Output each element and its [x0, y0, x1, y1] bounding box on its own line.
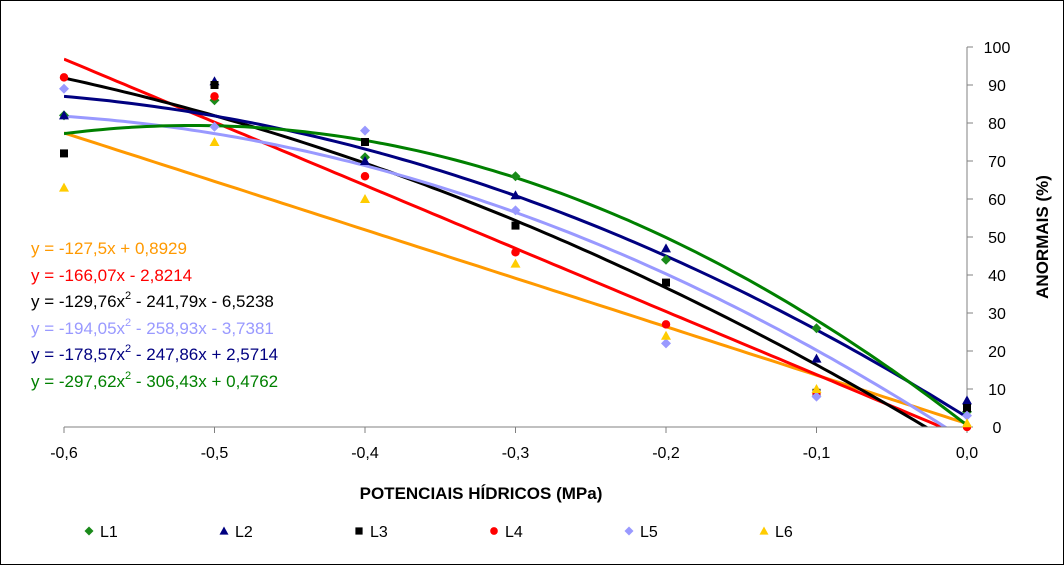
equation-exponent: 2: [125, 290, 131, 302]
data-point-l3: [511, 221, 520, 230]
legend-label-l5: L5: [640, 524, 658, 541]
x-tick-label: -0,4: [351, 445, 379, 462]
y-tick-label: 40: [988, 268, 1006, 285]
x-tick-label: -0,3: [502, 445, 530, 462]
data-point-l5: [811, 391, 822, 402]
y-tick-label: 10: [988, 382, 1006, 399]
equation-text: - 241,79x - 6,5238: [131, 292, 274, 311]
x-tick-label: 0,0: [956, 445, 978, 462]
axes: -0,6 -0,5 -0,4 -0,3 -0,2 -0,1 0,0 0 10 20 30 40 50 60…: [50, 40, 1010, 462]
data-point-l6: [360, 194, 370, 203]
legend-marker-l3: [355, 527, 363, 535]
equation-l2: y = -178,57x2 - 247,86x + 2,5714: [31, 343, 278, 364]
x-tick-label: -0,1: [803, 445, 831, 462]
x-tick-label: -0,2: [652, 445, 680, 462]
y-tick-label: 80: [988, 116, 1006, 133]
data-point-l1: [811, 323, 822, 334]
equation-text: y = -127,5x + 0,8929: [31, 239, 187, 258]
data-point-l6: [209, 137, 220, 146]
equation-text: y = -129,76x: [31, 292, 126, 311]
equation-text: - 258,93x - 3,7381: [131, 319, 274, 338]
equation-l4: y = -166,07x - 2,8214: [31, 266, 192, 285]
legend-label-l3: L3: [370, 524, 388, 541]
data-point-l6: [510, 258, 521, 268]
y-tick-label: 0: [993, 420, 1002, 437]
equation-exponent: 2: [125, 317, 131, 329]
data-point-l2: [510, 190, 521, 200]
data-point-l4: [511, 247, 520, 257]
data-point-l4: [360, 171, 370, 181]
equation-text: y = -194,05x: [31, 319, 126, 338]
equation-text: - 306,43x + 0,4762: [131, 372, 278, 391]
data-point-l2: [661, 243, 671, 253]
data-point-l5: [59, 83, 69, 94]
legend-label-l1: L1: [100, 524, 118, 541]
data-point-l5: [962, 410, 972, 421]
trendline-equations: y = -127,5x + 0,8929 y = -166,07x - 2,821…: [31, 239, 278, 391]
equation-l1: y = -297,62x2 - 306,43x + 0,4762: [31, 370, 278, 391]
legend-marker-l2: [219, 526, 229, 535]
data-point-l4: [59, 73, 69, 82]
data-point-l2: [360, 156, 370, 165]
data-point-l3: [60, 149, 68, 158]
equation-l3: y = -129,76x2 - 241,79x - 6,5238: [31, 290, 274, 311]
y-tick-label: 20: [988, 344, 1006, 361]
data-point-l6: [811, 384, 822, 393]
legend-marker-l4: [490, 527, 498, 535]
data-point-l6: [59, 182, 69, 192]
x-axis-title: POTENCIAIS HÍDRICOS (MPa): [360, 484, 603, 503]
legend-label-l2: L2: [235, 524, 253, 541]
data-point-l5: [360, 125, 370, 136]
legend-marker-l6: [759, 526, 769, 535]
data-point-l3: [662, 278, 670, 287]
equation-text: - 247,86x + 2,5714: [131, 345, 278, 364]
y-tick-label: 30: [988, 306, 1006, 323]
data-point-l5: [510, 205, 521, 216]
legend: L1 L2 L3 L4 L5 L6: [84, 524, 793, 541]
y-axis-title: ANORMAIS (%): [1033, 175, 1052, 299]
data-points: [59, 73, 972, 432]
data-point-l1: [661, 254, 671, 265]
data-point-l4: [661, 320, 671, 329]
data-point-l2: [59, 110, 69, 120]
data-point-l5: [209, 121, 220, 132]
data-point-l6: [962, 418, 972, 428]
x-tick-label: -0,5: [201, 445, 229, 462]
data-point-l2: [962, 395, 972, 405]
legend-marker-l1: [84, 526, 94, 536]
equation-text: y = -178,57x: [31, 345, 126, 364]
equation-exponent: 2: [125, 343, 131, 355]
legend-label-l6: L6: [775, 524, 793, 541]
legend-label-l4: L4: [505, 524, 523, 541]
equation-text: y = -297,62x: [31, 372, 126, 391]
y-tick-label: 90: [988, 78, 1006, 95]
equation-text: y = -166,07x - 2,8214: [31, 266, 192, 285]
data-point-l3: [963, 404, 971, 412]
data-point-l2: [811, 353, 822, 363]
legend-marker-l5: [624, 526, 634, 536]
data-point-l6: [661, 330, 671, 340]
y-tick-label: 100: [984, 40, 1011, 57]
data-point-l1: [510, 171, 521, 182]
data-point-l3: [361, 138, 369, 146]
y-tick-label: 70: [988, 154, 1006, 171]
x-tick-label: -0,6: [50, 445, 78, 462]
data-point-l5: [661, 338, 671, 349]
y-tick-label: 60: [988, 192, 1006, 209]
equation-l6: y = -127,5x + 0,8929: [31, 239, 187, 258]
trendline-l2: [64, 94, 967, 419]
data-point-l4: [210, 92, 219, 101]
equation-l5: y = -194,05x2 - 258,93x - 3,7381: [31, 317, 274, 338]
y-tick-label: 50: [988, 230, 1006, 247]
equation-exponent: 2: [125, 370, 131, 382]
data-point-l3: [210, 81, 219, 89]
